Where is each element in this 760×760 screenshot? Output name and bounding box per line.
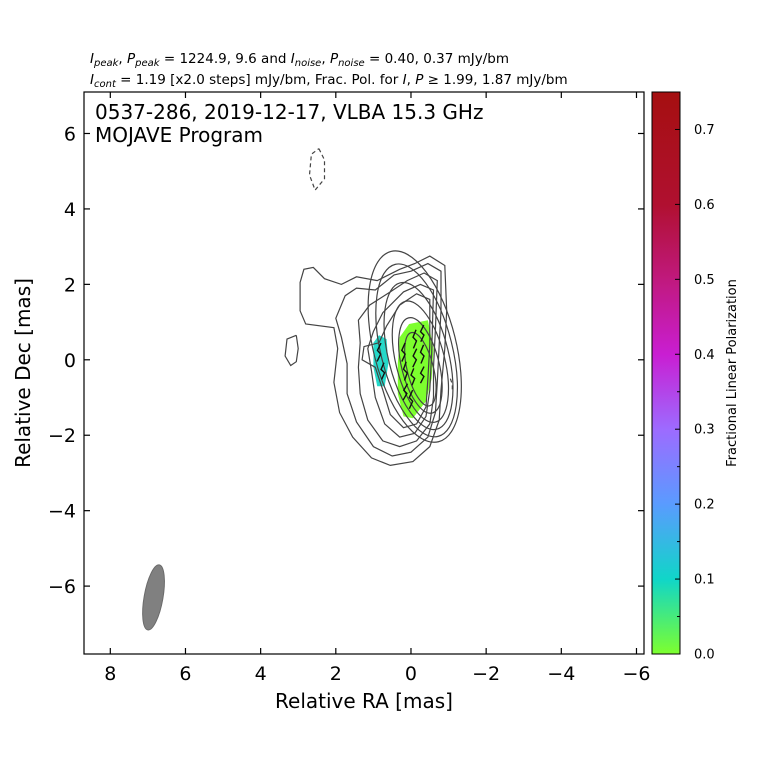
x-tick-label: −6	[622, 663, 650, 685]
evpa-vector-12	[419, 366, 425, 384]
x-tick-label: −2	[472, 663, 500, 685]
peak-values: = 1224.9, 9.6 and	[160, 51, 291, 67]
y-tick-label: 0	[64, 350, 76, 372]
chart-subtitle: MOJAVE Program	[95, 123, 263, 147]
colorbar-tick-label: 0.2	[694, 498, 715, 513]
outer-contour-2	[335, 262, 442, 457]
x-tick-label: 0	[405, 663, 417, 685]
x-tick-label: 2	[330, 663, 342, 685]
y-tick-label: 2	[64, 274, 76, 296]
p-peak-subscript: peak	[134, 58, 161, 69]
evpa-vector-7	[412, 348, 418, 368]
outer-contour-4	[367, 283, 435, 438]
colorbar-tick-label: 0.5	[694, 273, 715, 288]
beam-layer	[142, 564, 165, 631]
y-tick-label: 4	[64, 199, 76, 221]
plot-frame	[83, 91, 645, 655]
core-contour-3	[391, 300, 450, 423]
contour-layer	[284, 148, 462, 467]
y-tick-label: −4	[48, 501, 76, 523]
core-contour-4	[383, 281, 454, 431]
evpa-vector-layer	[376, 324, 425, 409]
colorbar-tick-label: 0.0	[694, 648, 715, 663]
y-tick-label: −6	[48, 576, 76, 598]
i-symbol: I	[403, 72, 407, 88]
cont-values: = 1.19 [x2.0 steps] mJy/bm, Frac. Pol. f…	[116, 72, 403, 88]
evpa-vector-9	[408, 389, 414, 409]
i-peak-symbol: I	[90, 51, 94, 67]
i-cont-subscript: cont	[94, 79, 117, 90]
i-cont-symbol: I	[90, 72, 94, 88]
outer-contour-3	[357, 272, 438, 448]
chart-title: 0537-286, 2019-12-17, VLBA 15.3 GHz	[95, 100, 483, 124]
y-tick-label: 6	[64, 123, 76, 145]
beam-ellipse	[142, 564, 165, 631]
colorbar-tick-label: 0.7	[694, 123, 715, 138]
evpa-vector-8	[410, 368, 416, 386]
p-peak-symbol: P	[127, 51, 136, 67]
header-line-1: Ipeak, Ppeak = 1224.9, 9.6 and Inoise, P…	[90, 51, 509, 69]
colorbar-ticks: 0.0 0.1 0.2 0.3 0.4 0.5 0.6 0.7	[675, 123, 715, 663]
evpa-vector-10	[419, 324, 425, 343]
colorbar-tick-label: 0.4	[694, 348, 715, 363]
colorbar-tick-label: 0.6	[694, 198, 715, 213]
header-sep-2: ,	[321, 51, 330, 67]
evpa-vector-3	[400, 342, 406, 362]
p-noise-symbol: P	[330, 51, 339, 67]
core-contour-2	[398, 317, 443, 414]
y-axis-label: Relative Dec [mas]	[11, 278, 35, 468]
i-peak-subscript: peak	[93, 58, 120, 69]
x-tick-label: 4	[255, 663, 267, 685]
colorbar	[651, 91, 681, 655]
p-symbol: P	[415, 72, 424, 88]
evpa-vector-11	[419, 344, 425, 364]
y-tick-label: −2	[48, 425, 76, 447]
i-noise-subscript: noise	[295, 58, 322, 69]
p-noise-subscript: noise	[338, 58, 365, 69]
contour-east-dash	[449, 378, 453, 390]
header-sep-1: ,	[118, 51, 127, 67]
core-contour-6	[367, 250, 462, 443]
colorbar-label: Fractional Linear Polarization	[725, 279, 740, 467]
i-p-comma: ,	[407, 72, 416, 88]
evpa-vector-5	[402, 383, 409, 401]
header-line-2: Icont = 1.19 [x2.0 steps] mJy/bm, Frac. …	[90, 72, 568, 90]
core-contour-5	[375, 263, 458, 438]
core-contour-1	[404, 331, 437, 407]
evpa-vector-6	[412, 329, 418, 349]
x-tick-label: 6	[179, 663, 191, 685]
evpa-vector-2	[380, 362, 386, 380]
contour-west-island	[284, 334, 299, 367]
i-noise-symbol: I	[291, 51, 295, 67]
evpa-vector-4	[402, 361, 408, 381]
x-tick-label: 8	[104, 663, 116, 685]
outer-contour-5	[361, 293, 431, 429]
noise-values: = 0.40, 0.37 mJy/bm	[365, 51, 509, 67]
colorbar-tick-label: 0.1	[694, 573, 715, 588]
evpa-vector-1	[376, 342, 382, 362]
x-axis-label: Relative RA [mas]	[275, 689, 453, 713]
pol-threshold: ≥ 1.99, 1.87 mJy/bm	[423, 72, 567, 88]
contour-negative-contour	[308, 148, 326, 192]
colorbar-tick-label: 0.3	[694, 423, 715, 438]
axis-ticks: 8 6 4 2 0 −2 −4 −6 6 4 2 0 −2 −4 −6	[48, 92, 650, 685]
x-tick-label: −4	[547, 663, 575, 685]
